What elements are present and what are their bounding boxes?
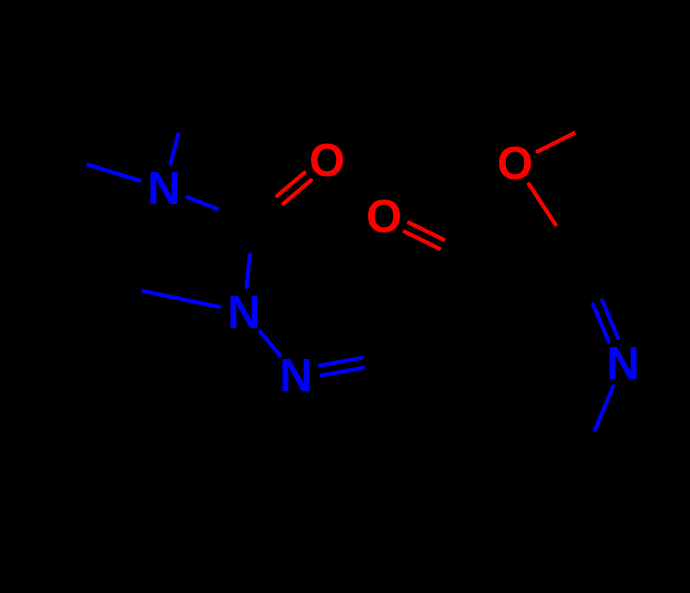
atom-label-n: N [227, 286, 260, 338]
atom-label-o: O [497, 137, 533, 189]
bonds-group [28, 57, 660, 480]
molecule-diagram: NNNOOON [0, 0, 690, 593]
atom-label-n: N [606, 337, 639, 389]
atom-label-n: N [279, 349, 312, 401]
atom-label-o: O [309, 134, 345, 186]
atom-label-o: O [366, 190, 402, 242]
atom-label-n: N [147, 162, 180, 214]
